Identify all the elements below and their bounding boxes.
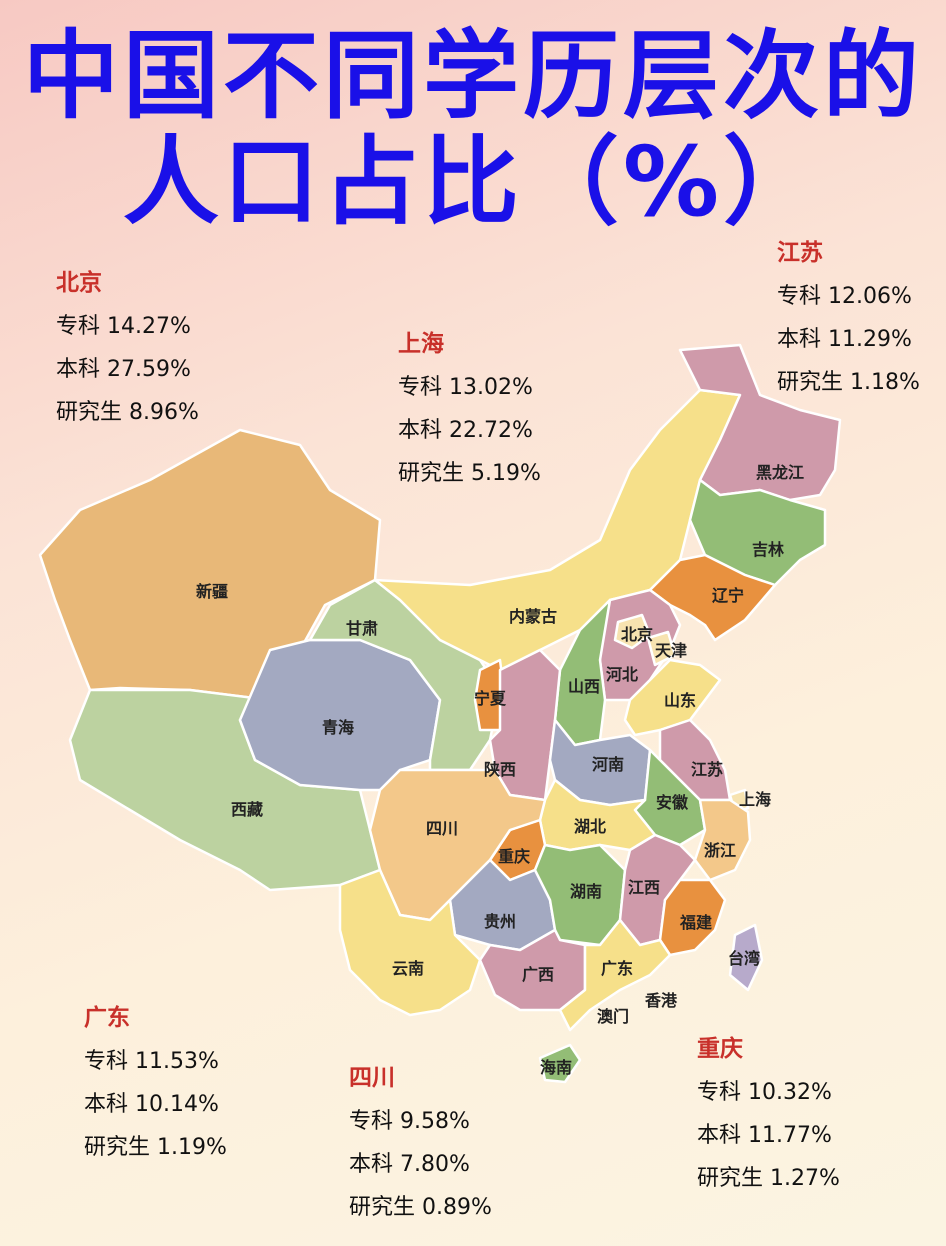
label-hainan: 海南: [540, 1058, 572, 1077]
stat-benke-jiangsu: 本科 11.29%: [777, 327, 912, 352]
label-shaanxi: 陕西: [484, 760, 516, 779]
region-hainan: [538, 1043, 582, 1084]
stat-zhuanke-sichuan: 专科 9.58%: [349, 1109, 470, 1134]
stat-name-shanghai: 上海: [398, 331, 444, 357]
stat-zhuanke-jiangsu: 专科 12.06%: [777, 284, 912, 309]
stat-zhuanke-guangdong: 专科 11.53%: [84, 1049, 219, 1074]
label-taiwan: 台湾: [728, 949, 760, 968]
label-henan: 河南: [592, 755, 624, 774]
stat-zhuanke-chongqing: 专科 10.32%: [697, 1080, 832, 1105]
label-liaoning: 辽宁: [712, 586, 744, 605]
region-tianjin: [646, 630, 677, 667]
label-shanghai: 上海: [739, 790, 771, 809]
region-xinjiang: [38, 428, 382, 702]
stat-yanjiusheng-guangdong: 研究生 1.19%: [84, 1135, 227, 1160]
label-tianjin: 天津: [655, 641, 687, 660]
label-chongqing: 重庆: [498, 847, 530, 866]
stat-benke-guangdong: 本科 10.14%: [84, 1092, 219, 1117]
label-ningxia: 宁夏: [474, 689, 507, 708]
label-jiangsu: 江苏: [691, 760, 723, 779]
stat-zhuanke-shanghai: 专科 13.02%: [398, 375, 533, 400]
label-beijing: 北京: [621, 625, 653, 644]
label-hebei: 河北: [606, 665, 638, 684]
stat-benke-beijing: 本科 27.59%: [56, 357, 191, 382]
stat-benke-shanghai: 本科 22.72%: [398, 418, 533, 443]
stat-yanjiusheng-shanghai: 研究生 5.19%: [398, 461, 541, 486]
stat-benke-chongqing: 本科 11.77%: [697, 1123, 832, 1148]
region-jilin: [688, 478, 827, 587]
region-guangdong: [558, 918, 672, 1032]
stat-yanjiusheng-beijing: 研究生 8.96%: [56, 400, 199, 425]
stat-block-jiangsu: 江苏 专科 12.06% 本科 11.29% 研究生 1.18%: [777, 232, 920, 404]
label-xinjiang: 新疆: [196, 582, 228, 601]
label-aomen: 澳门: [597, 1007, 629, 1026]
label-xianggang: 香港: [644, 991, 678, 1010]
label-sichuan: 四川: [426, 819, 458, 838]
label-guizhou: 贵州: [484, 912, 516, 931]
region-qinghai: [238, 638, 442, 792]
label-xizang: 西藏: [231, 800, 263, 819]
stat-name-sichuan: 四川: [349, 1065, 395, 1091]
stat-name-chongqing: 重庆: [697, 1036, 743, 1062]
title-line-2: 人口占比（%）: [122, 126, 824, 238]
region-yunnan: [338, 868, 482, 1017]
stat-benke-sichuan: 本科 7.80%: [349, 1152, 470, 1177]
region-beijing: [613, 613, 652, 650]
stat-name-guangdong: 广东: [84, 1005, 130, 1031]
label-shandong: 山东: [664, 691, 696, 710]
stat-block-guangdong: 广东 专科 11.53% 本科 10.14% 研究生 1.19%: [84, 997, 227, 1169]
label-hunan: 湖南: [570, 882, 602, 901]
label-anhui: 安徽: [656, 793, 689, 812]
stat-block-shanghai: 上海 专科 13.02% 本科 22.72% 研究生 5.19%: [398, 323, 541, 495]
stat-yanjiusheng-sichuan: 研究生 0.89%: [349, 1195, 492, 1220]
label-hubei: 湖北: [574, 817, 606, 836]
label-heilongjiang: 黑龙江: [756, 463, 804, 482]
label-jiangxi: 江西: [628, 878, 660, 897]
label-jilin: 吉林: [752, 540, 784, 559]
label-neimenggu: 内蒙古: [509, 607, 557, 626]
label-gansu: 甘肃: [346, 619, 378, 638]
region-shandong: [623, 658, 722, 737]
label-guangxi: 广西: [522, 965, 554, 984]
label-qinghai: 青海: [322, 718, 354, 737]
stat-block-sichuan: 四川 专科 9.58% 本科 7.80% 研究生 0.89%: [349, 1057, 492, 1229]
region-taiwan: [728, 923, 764, 992]
stat-yanjiusheng-chongqing: 研究生 1.27%: [697, 1166, 840, 1191]
stat-block-chongqing: 重庆 专科 10.32% 本科 11.77% 研究生 1.27%: [697, 1028, 840, 1200]
stat-name-jiangsu: 江苏: [777, 240, 823, 266]
stat-yanjiusheng-jiangsu: 研究生 1.18%: [777, 370, 920, 395]
stat-block-beijing: 北京 专科 14.27% 本科 27.59% 研究生 8.96%: [56, 262, 199, 434]
region-zhejiang: [693, 798, 752, 882]
title-line-1: 中国不同学历层次的: [23, 20, 923, 132]
stat-zhuanke-beijing: 专科 14.27%: [56, 314, 191, 339]
label-shanxi: 山西: [568, 677, 600, 696]
label-yunnan: 云南: [392, 959, 424, 978]
label-guangdong: 广东: [601, 959, 633, 978]
label-zhejiang: 浙江: [704, 841, 736, 860]
stat-name-beijing: 北京: [56, 270, 102, 296]
label-fujian: 福建: [679, 913, 712, 932]
